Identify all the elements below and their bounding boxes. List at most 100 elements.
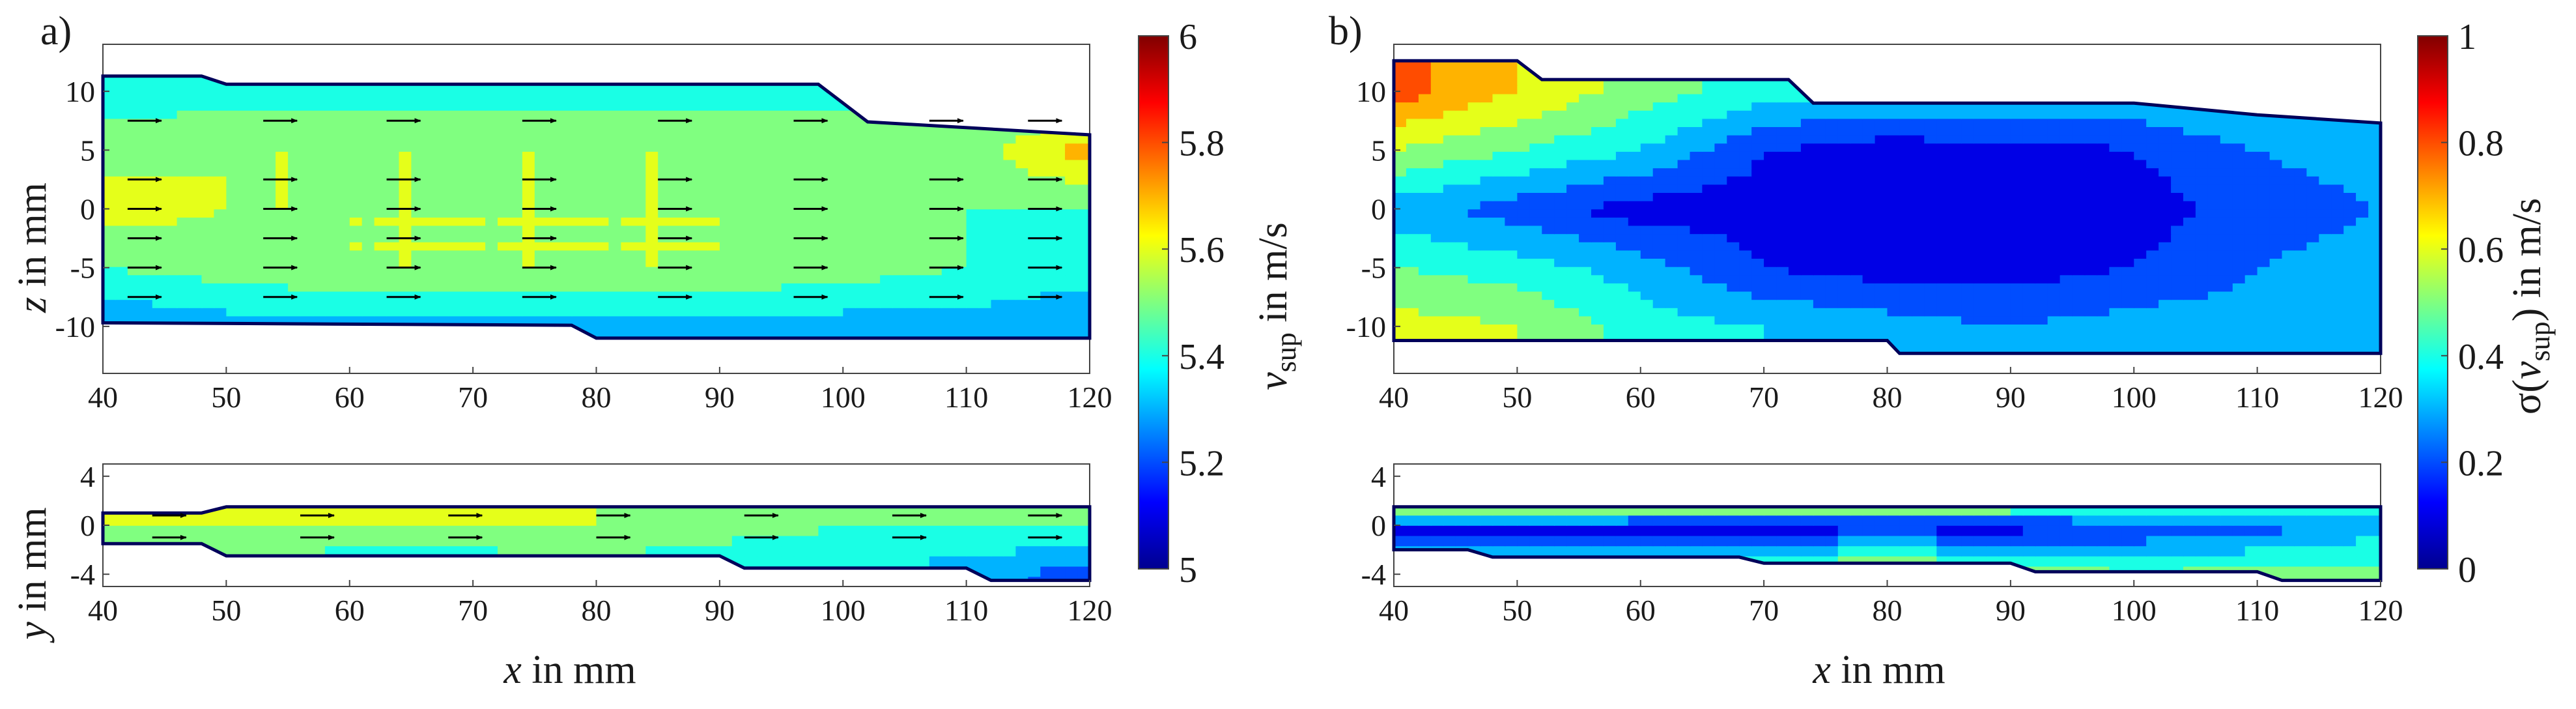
contour-cell <box>238 209 251 218</box>
contour-cell <box>202 135 215 143</box>
contour-cell <box>621 308 634 316</box>
contour-cell <box>769 258 782 267</box>
contour-cell <box>362 258 375 267</box>
contour-cell <box>830 167 843 176</box>
contour-cell <box>905 267 918 275</box>
contour-cell <box>190 85 203 94</box>
contour-cell <box>1604 316 1617 325</box>
contour-cell <box>448 308 461 316</box>
contour-cell <box>448 143 461 152</box>
contour-cell <box>794 275 807 283</box>
contour-cell <box>855 126 868 135</box>
contour-cell <box>485 258 498 267</box>
contour-cell <box>720 275 733 283</box>
contour-cell <box>387 515 400 526</box>
contour-cell <box>288 515 301 526</box>
contour-cell <box>313 233 326 242</box>
contour-cell <box>670 151 683 160</box>
contour-cell <box>547 299 560 308</box>
contour-cell <box>115 176 128 184</box>
contour-cell <box>683 536 696 547</box>
contour-cell <box>128 167 141 176</box>
contour-cell <box>423 160 436 168</box>
contour-cell <box>645 201 658 209</box>
contour-cell <box>929 209 942 218</box>
contour-cell <box>633 192 646 201</box>
contour-cell <box>276 536 289 547</box>
contour-cell <box>621 126 634 135</box>
contour-cell <box>1028 209 1041 218</box>
contour-cell <box>794 110 807 119</box>
contour-cell <box>683 291 696 300</box>
contour-cell <box>411 525 424 536</box>
contour-cell <box>720 283 733 291</box>
contour-cell <box>300 102 313 110</box>
contour-cell <box>423 291 436 300</box>
contour-cell <box>658 283 671 291</box>
contour-cell <box>1505 324 1518 332</box>
contour-cell <box>460 515 474 526</box>
contour-cell <box>350 192 363 201</box>
contour-cell <box>597 258 610 267</box>
contour-cell <box>979 201 992 209</box>
contour-cell <box>251 135 264 143</box>
contour-cell <box>399 217 412 225</box>
contour-cell <box>2233 332 2246 341</box>
contour-cell <box>1015 275 1028 283</box>
contour-cell <box>288 291 301 300</box>
contour-cell <box>670 217 683 225</box>
contour-cell <box>917 275 930 283</box>
contour-cell <box>757 110 770 119</box>
contour-cell <box>2319 308 2332 316</box>
contour-cell <box>300 176 313 184</box>
contour-cell <box>806 299 819 308</box>
contour-cell <box>608 275 621 283</box>
contour-cell <box>880 299 893 308</box>
contour-cell <box>152 126 165 135</box>
contour-cell <box>1065 525 1078 536</box>
panel-a-label: a) <box>40 9 72 53</box>
colorbar-tick-label: 5 <box>1179 550 1197 590</box>
contour-cell <box>510 242 523 250</box>
contour-cell <box>633 160 646 168</box>
contour-cell <box>460 119 474 127</box>
contour-cell <box>436 184 449 193</box>
contour-cell <box>880 176 893 184</box>
contour-cell <box>460 167 474 176</box>
contour-cell <box>707 275 720 283</box>
contour-cell <box>559 515 573 526</box>
contour-cell <box>251 85 264 94</box>
contour-cell <box>757 525 770 536</box>
contour-cell <box>313 119 326 127</box>
contour-cell <box>954 308 967 316</box>
contour-cell <box>423 525 436 536</box>
contour-cell <box>152 515 165 526</box>
contour-cell <box>226 119 239 127</box>
contour-cell <box>2023 308 2036 316</box>
contour-cell <box>572 167 585 176</box>
contour-cell <box>868 556 881 567</box>
contour-cell <box>942 525 955 536</box>
contour-cell <box>177 192 190 201</box>
contour-cell <box>1003 143 1016 152</box>
contour-cell <box>177 242 190 250</box>
contour-cell <box>498 525 511 536</box>
contour-cell <box>350 242 363 250</box>
contour-cell <box>115 167 128 176</box>
contour-cell <box>387 119 400 127</box>
contour-cell <box>633 201 646 209</box>
contour-cell <box>411 242 424 250</box>
contour-cell <box>387 525 400 536</box>
contour-cell <box>991 545 1004 557</box>
contour-cell <box>522 217 535 225</box>
contour-cell <box>276 258 289 267</box>
contour-cell <box>226 225 239 234</box>
contour-cell <box>115 135 128 143</box>
contour-cell <box>436 167 449 176</box>
contour-cell <box>645 283 658 291</box>
contour-cell <box>769 201 782 209</box>
contour-cell <box>782 316 795 325</box>
contour-cell <box>757 283 770 291</box>
contour-cell <box>670 291 683 300</box>
contour-cell <box>806 225 819 234</box>
